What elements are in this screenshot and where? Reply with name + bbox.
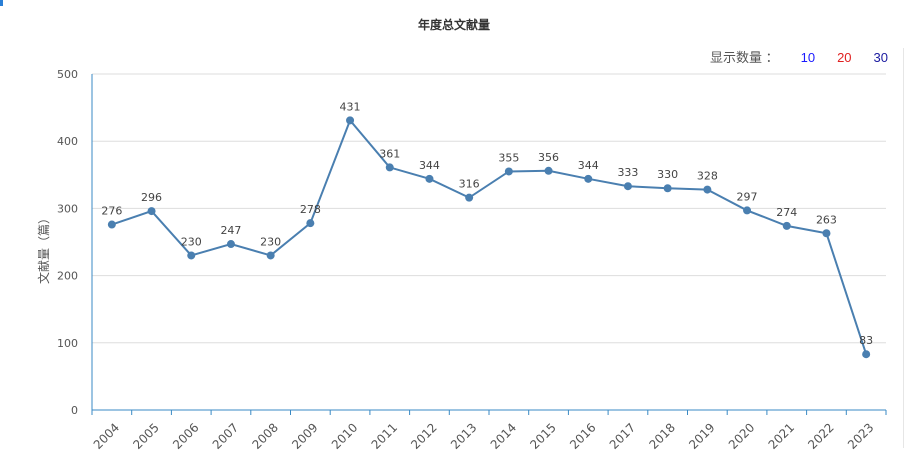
x-tick-label: 2018 xyxy=(646,420,677,451)
series-line xyxy=(111,118,868,355)
x-tick-label: 2006 xyxy=(170,420,201,451)
count-option-30[interactable]: 30 xyxy=(873,50,888,65)
data-point xyxy=(743,206,752,215)
data-labels: 276 296 230 247 230 278 431 361 344 316 355 356 344 3… xyxy=(101,100,873,347)
data-point xyxy=(306,219,315,228)
data-label: 230 xyxy=(181,235,202,248)
data-label: 328 xyxy=(697,170,718,183)
data-point xyxy=(107,220,116,229)
panel-divider xyxy=(903,48,904,448)
x-tick-label: 2022 xyxy=(805,420,836,451)
data-point xyxy=(584,174,593,183)
gridlines xyxy=(92,73,886,344)
x-tick-label: 2005 xyxy=(130,420,161,451)
data-label: 83 xyxy=(859,334,873,347)
y-tick-label: 200 xyxy=(57,270,78,283)
x-tick-label: 2016 xyxy=(567,420,598,451)
data-point xyxy=(226,240,235,249)
data-point xyxy=(266,251,275,260)
data-label: 356 xyxy=(538,151,559,164)
y-axis-title: 文献量（篇） xyxy=(36,212,51,284)
data-label: 297 xyxy=(737,190,758,203)
y-tick-label: 100 xyxy=(57,337,78,350)
x-tick-label: 2009 xyxy=(289,420,320,451)
count-option-10[interactable]: 10 xyxy=(800,50,816,65)
x-tick-label: 2004 xyxy=(91,420,122,451)
data-label: 355 xyxy=(498,151,519,164)
data-point xyxy=(623,182,632,191)
data-point xyxy=(544,166,553,175)
x-tick-label: 2013 xyxy=(448,420,479,451)
data-label: 316 xyxy=(459,178,480,191)
display-count-selector: 显示数量 ： 10 20 30 xyxy=(710,47,888,66)
x-tick-label: 2020 xyxy=(726,420,757,451)
y-tick-label: 0 xyxy=(71,404,78,417)
x-tick-label: 2010 xyxy=(329,420,360,451)
y-tick-label: 500 xyxy=(57,68,78,81)
data-label: 333 xyxy=(617,166,638,179)
data-point xyxy=(822,229,831,238)
chart-title: 年度总文献量 xyxy=(417,18,490,32)
x-tick-label: 2023 xyxy=(845,420,876,451)
data-point xyxy=(663,184,672,193)
x-tick-label: 2011 xyxy=(369,420,400,451)
corner-accent xyxy=(0,0,3,6)
data-label: 296 xyxy=(141,191,162,204)
x-tick-label: 2008 xyxy=(249,420,280,451)
x-tick-label: 2021 xyxy=(766,420,797,451)
data-label: 431 xyxy=(340,100,361,113)
y-tick-label: 400 xyxy=(57,135,78,148)
x-tick-label: 2012 xyxy=(408,420,439,451)
x-tick-label: 2019 xyxy=(686,420,717,451)
data-point xyxy=(187,251,196,260)
data-label: 278 xyxy=(300,203,321,216)
axes: 0 100 200 300 400 500 2004 2005 2006 2007 2008 2009… xyxy=(57,68,887,452)
data-point xyxy=(385,163,394,172)
data-point xyxy=(703,185,712,194)
x-tick-label: 2014 xyxy=(488,420,519,451)
data-label: 247 xyxy=(220,224,241,237)
y-tick-label: 300 xyxy=(57,202,78,215)
count-option-20[interactable]: 20 xyxy=(837,50,852,65)
data-point xyxy=(862,350,871,359)
data-label: 344 xyxy=(419,159,440,172)
x-tick-label: 2017 xyxy=(607,420,638,451)
data-label: 361 xyxy=(379,147,400,160)
data-point xyxy=(346,116,355,125)
data-label: 263 xyxy=(816,213,837,226)
data-label: 344 xyxy=(578,159,599,172)
display-count-label: 显示数量 ： xyxy=(709,50,779,65)
data-point xyxy=(782,221,791,230)
data-point xyxy=(425,174,434,183)
data-point xyxy=(465,193,474,202)
data-point xyxy=(147,207,156,216)
data-label: 230 xyxy=(260,235,281,248)
data-point xyxy=(504,167,513,176)
data-label: 330 xyxy=(657,168,678,181)
data-label: 274 xyxy=(776,206,797,219)
series xyxy=(107,116,871,359)
x-tick-label: 2015 xyxy=(527,420,558,451)
data-label: 276 xyxy=(101,205,122,218)
x-tick-label: 2007 xyxy=(210,420,241,451)
